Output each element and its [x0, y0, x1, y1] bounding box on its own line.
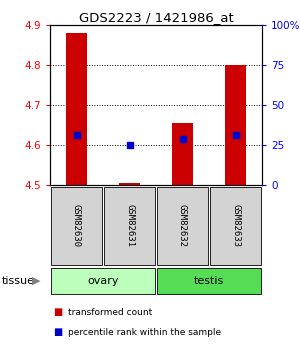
- Text: ovary: ovary: [87, 276, 119, 286]
- Bar: [157, 187, 208, 265]
- Bar: [119, 183, 140, 185]
- Text: GSM82631: GSM82631: [125, 205, 134, 247]
- Text: ■: ■: [53, 307, 62, 317]
- Text: tissue: tissue: [2, 276, 35, 286]
- Text: testis: testis: [194, 276, 224, 286]
- Text: percentile rank within the sample: percentile rank within the sample: [68, 328, 221, 337]
- Text: transformed count: transformed count: [68, 308, 152, 317]
- Text: ▶: ▶: [32, 276, 41, 286]
- Bar: [157, 268, 262, 294]
- Bar: [225, 65, 246, 185]
- Bar: [104, 187, 155, 265]
- Bar: [210, 187, 261, 265]
- Bar: [66, 33, 87, 185]
- Bar: [50, 268, 155, 294]
- Text: ■: ■: [53, 327, 62, 337]
- Text: GSM82630: GSM82630: [72, 205, 81, 247]
- Bar: [172, 123, 193, 185]
- Title: GDS2223 / 1421986_at: GDS2223 / 1421986_at: [79, 11, 233, 24]
- Text: GSM82633: GSM82633: [231, 205, 240, 247]
- Text: GSM82632: GSM82632: [178, 205, 187, 247]
- Bar: [51, 187, 102, 265]
